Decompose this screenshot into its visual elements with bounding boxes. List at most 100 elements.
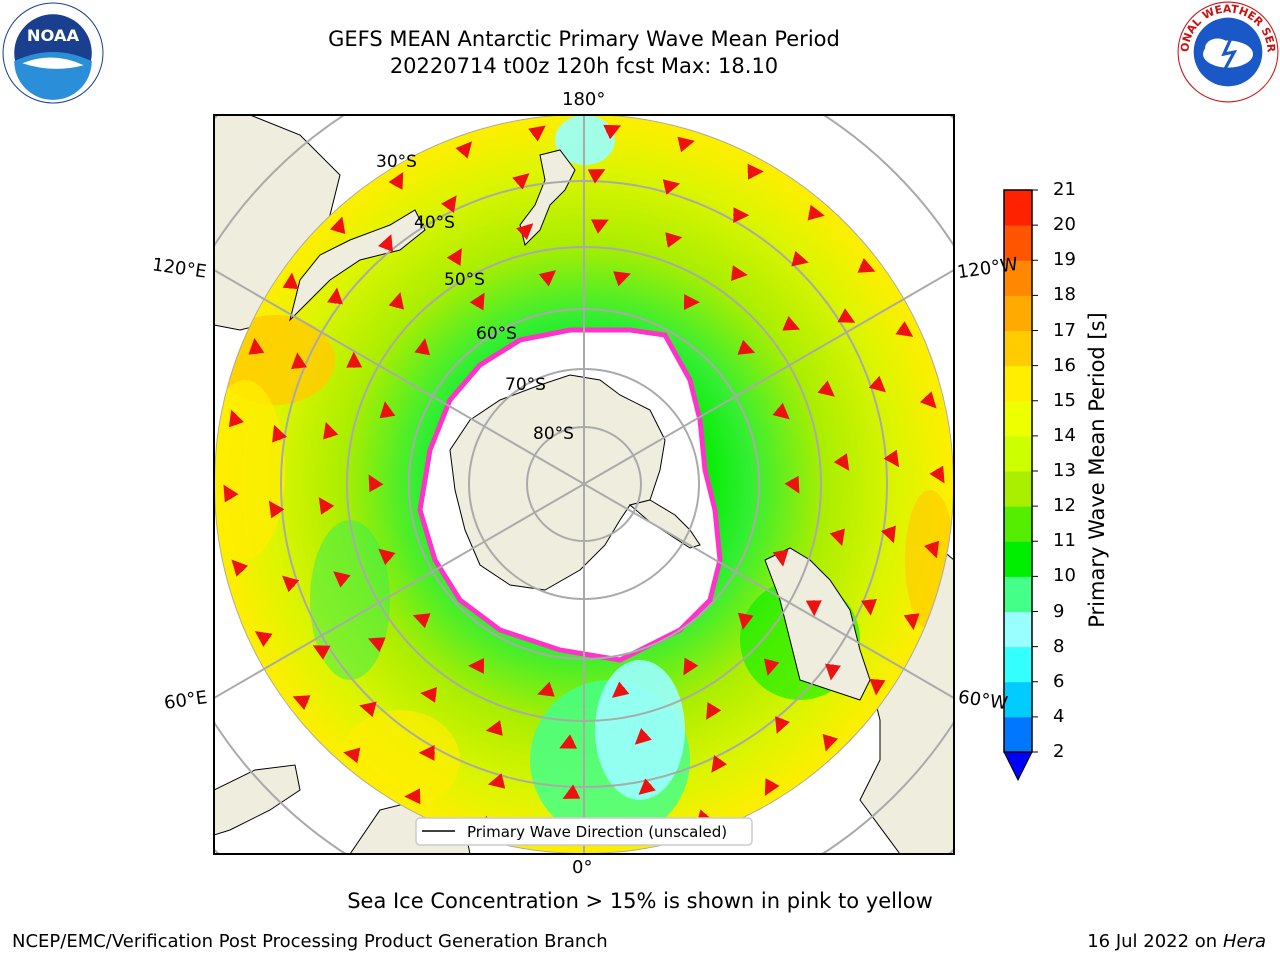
colorbar-segment	[1004, 681, 1032, 718]
lat-label: 60°S	[476, 324, 517, 344]
wave-arrow	[782, 315, 801, 331]
colorbar-segment	[1004, 541, 1032, 577]
colorbar-segment	[1004, 576, 1032, 612]
wave-arrow	[772, 549, 789, 567]
colorbar-extend-arrow	[1003, 751, 1033, 782]
wave-arrow	[919, 391, 937, 409]
colorbar-tick-label: 8	[1053, 635, 1065, 657]
wave-arrow	[223, 484, 239, 503]
wave-arrow	[379, 401, 396, 419]
wave-arrow	[343, 747, 361, 764]
legend-box	[415, 817, 753, 846]
wave-arrow	[420, 686, 438, 703]
wave-arrow	[282, 575, 300, 593]
footer-credit: NCEP/EMC/Verification Post Processing Pr…	[12, 931, 608, 952]
wave-arrow	[638, 778, 656, 795]
wave-arrow	[487, 773, 506, 789]
colorbar-tick-label: 10	[1053, 565, 1076, 587]
wave-arrow	[857, 257, 876, 273]
wave-arrow	[829, 528, 845, 547]
lat-label: 80°S	[533, 424, 574, 444]
colorbar-segment	[1004, 330, 1032, 367]
madagascar-land	[214, 764, 301, 836]
colorbar-segment	[1004, 295, 1032, 331]
wave-arrow	[861, 598, 877, 616]
wave-arrow	[711, 755, 728, 773]
wave-arrow	[880, 525, 896, 544]
colorbar-tick-label: 11	[1053, 530, 1076, 552]
colorbar-segment	[1004, 260, 1032, 296]
meridian-line	[263, 298, 905, 670]
colorbar-tick-label: 18	[1053, 284, 1076, 306]
meridian-line	[214, 269, 265, 300]
wave-arrow	[737, 612, 754, 630]
colorbar	[1003, 189, 1038, 782]
colorbar-segment	[1004, 400, 1032, 437]
wave-arrow	[512, 173, 530, 190]
wave-arrow	[414, 338, 431, 356]
colorbar-segment	[1004, 225, 1032, 261]
noaa-logo-text: NOAA	[27, 26, 80, 45]
wave-arrow	[706, 702, 722, 720]
footer-host: Hera	[1222, 931, 1266, 952]
lat-label: 40°S	[414, 213, 455, 233]
wave-arrow	[613, 271, 631, 287]
colorbar-tick-label: 17	[1053, 319, 1076, 341]
wave-arrow	[603, 124, 622, 140]
wave-arrow	[559, 734, 578, 749]
new-zealand-land	[519, 149, 576, 246]
lat-label: 30°S	[376, 152, 417, 172]
wave-arrow	[869, 678, 886, 696]
colorbar-tick-label: 9	[1053, 600, 1065, 622]
wave-arrow	[333, 571, 351, 588]
wave-arrow	[228, 409, 244, 428]
wave-arrow	[368, 474, 384, 493]
colorbar-tick-label: 19	[1053, 249, 1076, 271]
wave-arrow	[268, 500, 285, 519]
wave-arrow	[231, 559, 249, 577]
colorbar-segment	[1004, 471, 1032, 507]
wave-arrow	[388, 172, 404, 190]
wave-arrow	[329, 216, 346, 235]
wave-arrow	[883, 449, 900, 468]
colorbar-frame	[1003, 189, 1033, 753]
lon-label-0: 0°	[572, 857, 593, 878]
colorbar-title: Primary Wave Mean Period [s]	[1085, 312, 1109, 628]
wave-arrow	[312, 645, 331, 660]
lat-label: 50°S	[444, 270, 485, 290]
wave-arrow	[662, 179, 681, 195]
wave-arrow	[323, 421, 339, 440]
footer-date: 16 Jul 2022 on Hera	[1087, 931, 1266, 952]
wave-arrow	[538, 270, 557, 287]
wave-arrow	[516, 223, 534, 240]
colorbar-tick-label: 12	[1053, 495, 1076, 517]
chart-subtitle: 20220714 t00z 120h fcst Max: 18.10	[389, 54, 779, 78]
wave-arrow	[868, 375, 886, 393]
wave-arrow	[378, 548, 396, 566]
wave-arrow	[469, 292, 485, 311]
wave-arrow	[611, 681, 630, 698]
nws-logo: NATIONAL WEATHER SERVICE	[1176, 0, 1279, 103]
wave-arrow	[807, 204, 825, 221]
wave-arrow	[327, 287, 343, 305]
chart-title: GEFS MEAN Antarctic Primary Wave Mean Pe…	[328, 27, 840, 51]
wave-arrow	[791, 250, 809, 267]
colorbar-tick-label: 16	[1053, 354, 1076, 376]
wave-arrow	[254, 631, 273, 647]
colorbar-tick-label: 14	[1053, 424, 1076, 446]
meridian-line	[214, 668, 265, 699]
lat-label: 70°S	[505, 375, 546, 395]
wave-arrow	[833, 453, 850, 471]
wave-arrow	[291, 352, 307, 370]
wave-arrow	[359, 701, 377, 718]
wave-arrow	[764, 778, 780, 796]
wave-arrow	[587, 169, 606, 184]
wave-arrow	[485, 720, 503, 736]
wave-arrow	[318, 497, 335, 515]
colorbar-tick-label: 21	[1053, 179, 1076, 200]
wave-arrow	[562, 784, 581, 799]
wave-arrow	[634, 728, 652, 745]
colorbar-tick-label: 15	[1053, 389, 1076, 411]
legend: Primary Wave Direction (unscaled)	[415, 817, 753, 846]
